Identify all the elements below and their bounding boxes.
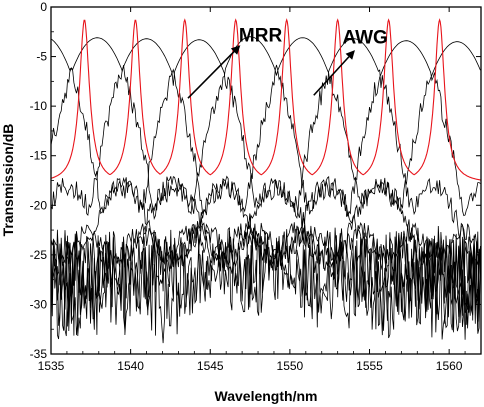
y-axis-title: Transmission/dB (0, 124, 16, 237)
axes: 1535 1540 1545 1550 1555 1560 0 -5 -10 -15 -20 -25 -… (30, 0, 482, 373)
awg-channel-3 (51, 38, 481, 334)
x-tick-label: 1535 (38, 359, 65, 373)
x-tick-label: 1545 (197, 359, 224, 373)
x-tick-label: 1540 (117, 359, 144, 373)
x-tick-label: 1555 (356, 359, 383, 373)
x-axis-title: Wavelength/nm (215, 388, 318, 404)
mrr-series-line (51, 18, 481, 181)
y-tick-label: -10 (30, 99, 48, 113)
awg-channel-9 (51, 41, 481, 344)
y-tick-label: -20 (30, 198, 48, 212)
annotations: MRR AWG (187, 26, 388, 99)
awg-channel-1 (51, 38, 481, 338)
annotation-label: AWG (342, 28, 387, 49)
y-tick-label: -25 (30, 248, 48, 262)
y-tick-label: -5 (36, 50, 47, 64)
plot-area (51, 18, 481, 344)
annotation-arrow (187, 45, 241, 99)
x-tick-label: 1560 (436, 359, 463, 373)
y-tick-label: -30 (30, 297, 48, 311)
y-tick-label: -15 (30, 149, 48, 163)
y-tick-label: -35 (30, 347, 48, 361)
annotation-label: MRR (239, 26, 283, 47)
annotation-arrow (313, 50, 355, 96)
y-tick-label: 0 (40, 0, 47, 14)
x-tick-label: 1550 (277, 359, 304, 373)
